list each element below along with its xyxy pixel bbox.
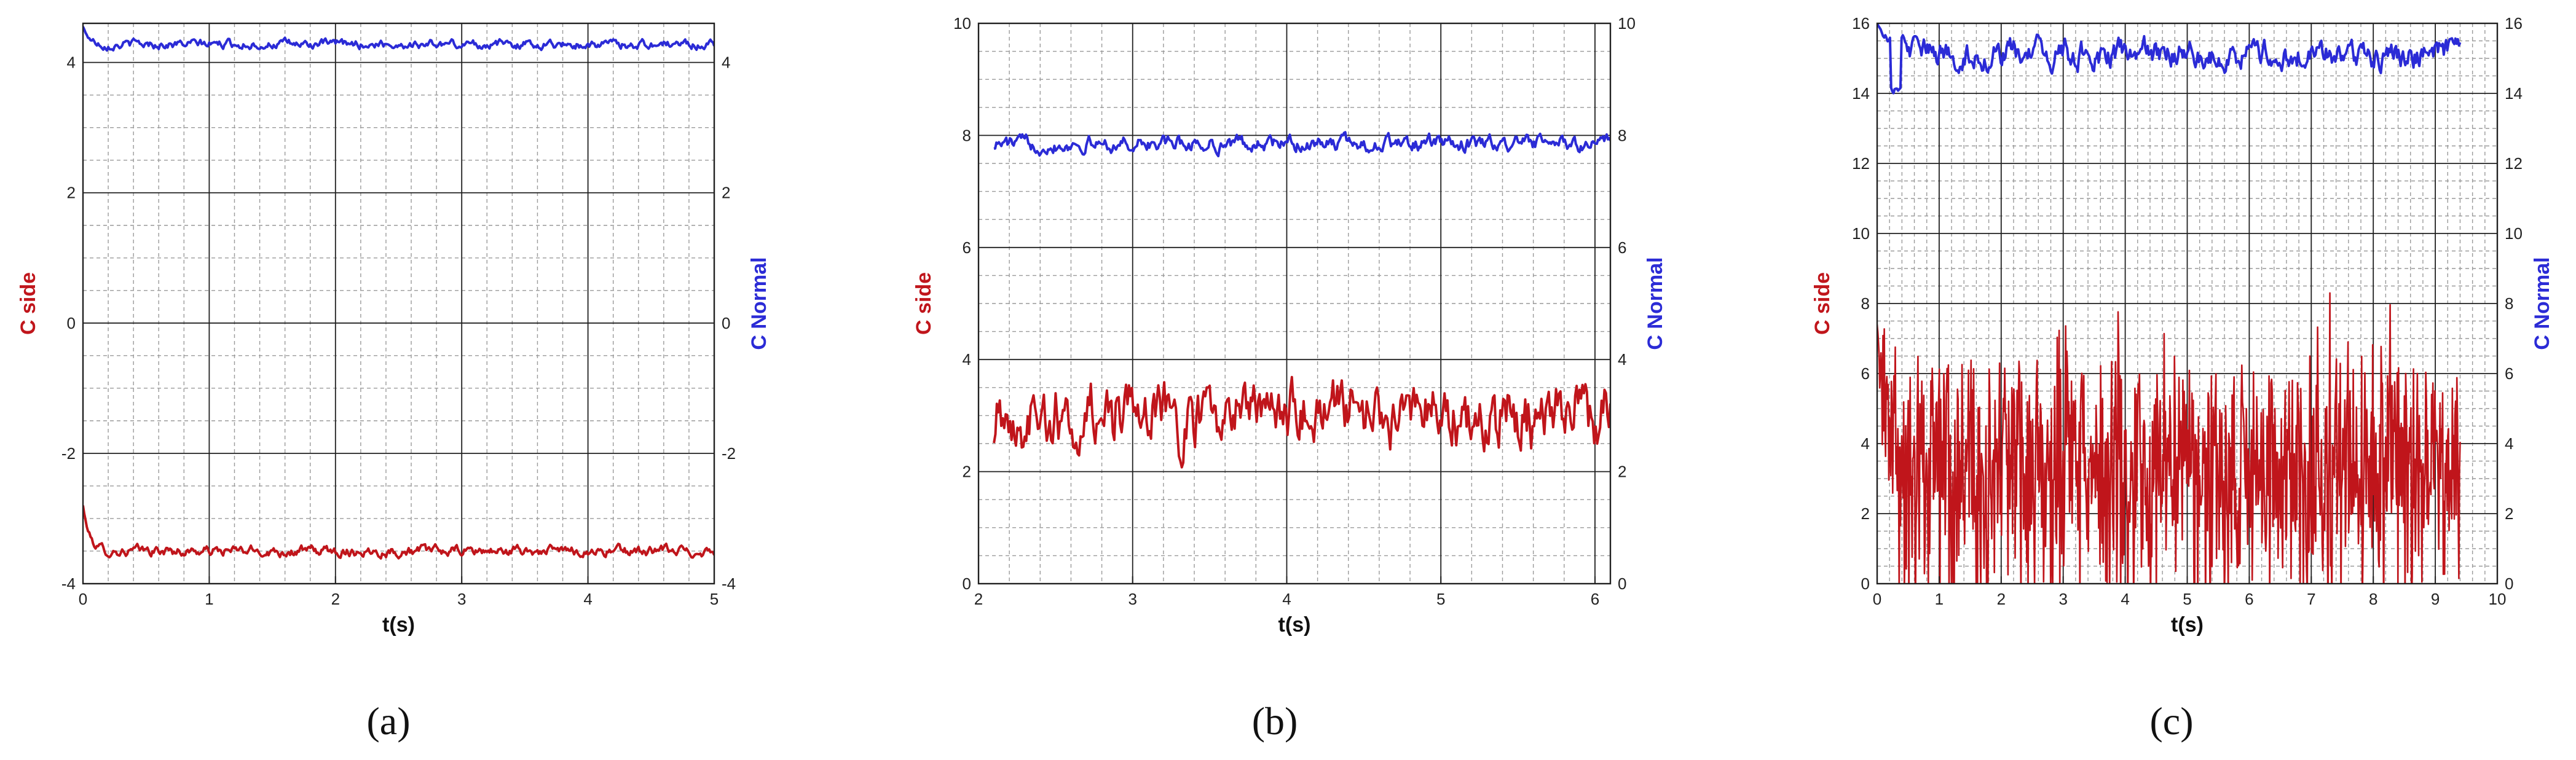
y-tick-label-right: 0 <box>2505 574 2513 593</box>
y-tick-label-left: 16 <box>1852 14 1870 33</box>
y-tick-label-left: 4 <box>963 350 971 369</box>
y-tick-label-right: 4 <box>2505 434 2513 453</box>
y-tick-label-right: 10 <box>2505 224 2523 243</box>
y-tick-label-right: 10 <box>1618 14 1636 33</box>
x-tick-label: 9 <box>2431 590 2440 608</box>
y-tick-label-right: 0 <box>1618 574 1626 593</box>
y-tick-label-left: -2 <box>61 444 76 463</box>
y-tick-label-right: 8 <box>1618 126 1626 144</box>
x-tick-label: 2 <box>974 590 983 608</box>
chart-panel-a: 0 1 2 3 4 5-4 -4-2 -20 02 24 4t(s)C side C Normal <box>17 22 771 637</box>
y-tick-label-right: 4 <box>722 53 730 72</box>
y-tick-label-right: 0 <box>722 314 730 332</box>
x-tick-label: 3 <box>2058 590 2067 608</box>
y-tick-label-left: 8 <box>963 126 971 144</box>
grid <box>82 23 715 584</box>
x-tick-label: 0 <box>1873 590 1881 608</box>
y-tick-label-right: 6 <box>1618 238 1626 257</box>
x-tick-label: 5 <box>1436 590 1445 608</box>
x-axis-label: t(s) <box>1278 613 1311 637</box>
y-axis-label-left: C side <box>17 272 40 335</box>
panel-label-a: (a) <box>366 699 410 743</box>
x-tick-label: 5 <box>710 590 719 608</box>
panel-label-c: (c) <box>2149 699 2193 743</box>
x-tick-label: 4 <box>2121 590 2129 608</box>
y-tick-label-right: -4 <box>722 574 736 593</box>
y-axis-label-left: C side <box>912 272 935 335</box>
y-tick-label-right: 12 <box>2505 154 2523 173</box>
y-tick-label-right: 2 <box>2505 504 2513 523</box>
series-line-c-normal <box>993 131 1610 157</box>
x-tick-label: 10 <box>2489 590 2507 608</box>
y-tick-label-left: 0 <box>67 314 76 332</box>
y-tick-label-left: 10 <box>953 14 971 33</box>
y-tick-label-left: 4 <box>1861 434 1870 453</box>
plot-frame <box>82 22 715 585</box>
x-tick-label: 8 <box>2369 590 2377 608</box>
x-tick-label: 4 <box>1282 590 1291 608</box>
y-tick-label-left: 2 <box>1861 504 1870 523</box>
series-line-c-side <box>1877 292 2461 584</box>
y-tick-label-right: 2 <box>722 184 730 202</box>
series-line-c-normal <box>83 26 714 52</box>
y-tick-label-left: 4 <box>67 53 76 72</box>
y-tick-label-right: -2 <box>722 444 736 463</box>
x-tick-label: 1 <box>205 590 213 608</box>
series-line-c-side <box>83 505 714 560</box>
y-tick-label-left: 6 <box>1861 364 1870 383</box>
x-tick-label: 3 <box>1128 590 1136 608</box>
y-tick-label-left: 14 <box>1852 84 1870 103</box>
x-tick-label: 3 <box>457 590 466 608</box>
series-line-c-normal <box>1877 23 2462 95</box>
y-tick-label-right: 16 <box>2505 14 2523 33</box>
y-tick-label-right: 6 <box>2505 364 2513 383</box>
y-axis-label-right: C Normal <box>747 257 771 350</box>
x-tick-label: 4 <box>583 590 592 608</box>
y-tick-label-right: 2 <box>1618 463 1626 481</box>
y-tick-label-left: -4 <box>61 574 76 593</box>
y-tick-label-left: 12 <box>1852 154 1870 173</box>
y-tick-label-right: 8 <box>2505 294 2513 313</box>
y-tick-label-right: 4 <box>1618 350 1626 369</box>
y-axis-label-right: C Normal <box>1644 257 1667 350</box>
y-axis-label-left: C side <box>1811 272 1834 335</box>
y-tick-label-left: 0 <box>1861 574 1870 593</box>
plot-frame <box>977 22 1612 585</box>
series-line-c-side <box>993 375 1610 469</box>
x-tick-label: 2 <box>1997 590 2006 608</box>
x-tick-label: 7 <box>2307 590 2315 608</box>
panel-label-b: (b) <box>1252 699 1298 743</box>
y-axis-label-right: C Normal <box>2531 257 2554 350</box>
x-axis-label: t(s) <box>382 613 415 637</box>
x-tick-label: 0 <box>79 590 87 608</box>
y-tick-label-right: 14 <box>2505 84 2523 103</box>
y-tick-label-left: 2 <box>963 463 971 481</box>
y-tick-label-left: 6 <box>963 238 971 257</box>
x-tick-label: 5 <box>2183 590 2191 608</box>
y-tick-label-left: 8 <box>1861 294 1870 313</box>
chart-panel-b: 2 3 4 5 60 02 24 46 68 810 10t(s)C side C Normal <box>912 14 1667 637</box>
x-tick-label: 1 <box>1935 590 1944 608</box>
grid <box>978 23 1610 584</box>
x-axis-label: t(s) <box>2171 613 2204 637</box>
x-tick-label: 6 <box>1591 590 1599 608</box>
x-tick-label: 6 <box>2245 590 2253 608</box>
y-tick-label-left: 0 <box>963 574 971 593</box>
y-tick-label-left: 2 <box>67 184 76 202</box>
y-tick-label-left: 10 <box>1852 224 1870 243</box>
x-tick-label: 2 <box>331 590 340 608</box>
